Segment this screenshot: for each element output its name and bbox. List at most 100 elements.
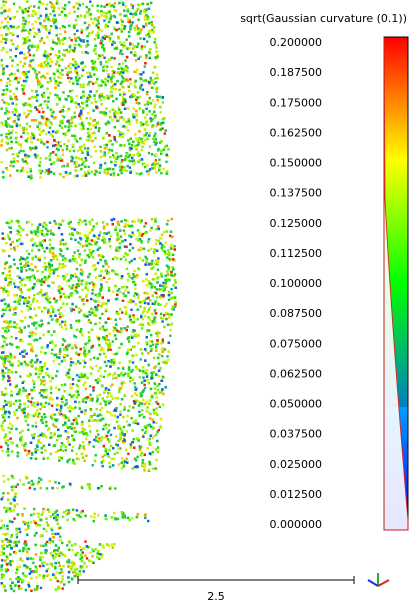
point — [63, 383, 67, 386]
point — [3, 249, 6, 253]
point — [16, 229, 19, 232]
point — [110, 76, 114, 79]
point — [141, 413, 144, 416]
point — [94, 242, 97, 246]
point — [18, 326, 21, 330]
point — [126, 253, 129, 256]
point — [103, 19, 106, 22]
point — [82, 90, 85, 94]
point — [114, 272, 118, 276]
point — [161, 101, 165, 104]
point — [45, 56, 48, 59]
point — [73, 26, 76, 29]
point — [134, 399, 138, 402]
point — [76, 385, 80, 388]
point — [36, 409, 39, 412]
point — [134, 79, 137, 83]
point — [25, 122, 29, 126]
point — [71, 382, 75, 386]
point — [124, 258, 128, 261]
point — [109, 79, 113, 82]
point — [133, 81, 137, 84]
point — [78, 253, 81, 256]
point — [112, 270, 115, 273]
point — [12, 308, 16, 311]
point — [35, 32, 39, 36]
point — [70, 309, 73, 313]
point — [69, 90, 72, 93]
point — [60, 287, 64, 290]
point — [61, 449, 65, 453]
point — [133, 257, 136, 261]
point — [74, 37, 77, 40]
point — [151, 450, 154, 454]
point — [1, 232, 4, 235]
point — [80, 332, 83, 336]
point — [70, 292, 73, 295]
point — [105, 132, 109, 135]
point — [167, 268, 170, 271]
point — [47, 428, 50, 432]
point — [30, 388, 33, 392]
point — [115, 328, 118, 331]
point — [99, 289, 102, 292]
point — [57, 481, 61, 485]
point — [86, 234, 90, 238]
point — [20, 587, 23, 590]
point — [49, 121, 52, 124]
point — [125, 306, 128, 309]
point — [43, 171, 47, 174]
point — [122, 3, 125, 6]
point — [48, 541, 52, 545]
point — [148, 56, 151, 60]
point — [85, 244, 88, 247]
point — [37, 83, 40, 86]
point — [66, 71, 69, 74]
point — [35, 90, 38, 93]
point — [21, 8, 24, 12]
point — [114, 487, 117, 490]
point — [120, 30, 123, 33]
point — [114, 256, 117, 259]
point — [155, 421, 158, 424]
point — [168, 313, 171, 316]
point — [135, 353, 138, 357]
point — [137, 218, 140, 221]
point — [85, 117, 88, 120]
point — [21, 572, 25, 575]
point — [49, 552, 52, 556]
point — [47, 284, 51, 288]
point — [21, 296, 24, 299]
point — [143, 103, 147, 106]
point — [29, 170, 33, 173]
point — [97, 22, 100, 25]
point — [63, 403, 67, 407]
point — [9, 560, 12, 563]
point — [107, 402, 111, 405]
point — [9, 17, 12, 20]
point — [140, 314, 143, 317]
point — [72, 419, 76, 422]
point — [103, 151, 106, 154]
point — [29, 104, 32, 107]
point — [114, 160, 117, 163]
point — [10, 427, 13, 430]
point — [95, 222, 98, 225]
point — [143, 301, 147, 305]
point — [141, 409, 144, 412]
point — [5, 242, 8, 245]
point — [11, 364, 14, 367]
point — [65, 98, 68, 101]
point — [83, 375, 86, 379]
point — [3, 361, 6, 365]
point — [166, 355, 169, 358]
point — [79, 137, 82, 140]
point — [75, 79, 79, 82]
point — [93, 356, 96, 360]
point — [154, 242, 157, 245]
point — [128, 46, 131, 50]
point — [115, 443, 118, 446]
point — [111, 257, 115, 261]
point — [95, 306, 99, 309]
point — [50, 414, 53, 417]
